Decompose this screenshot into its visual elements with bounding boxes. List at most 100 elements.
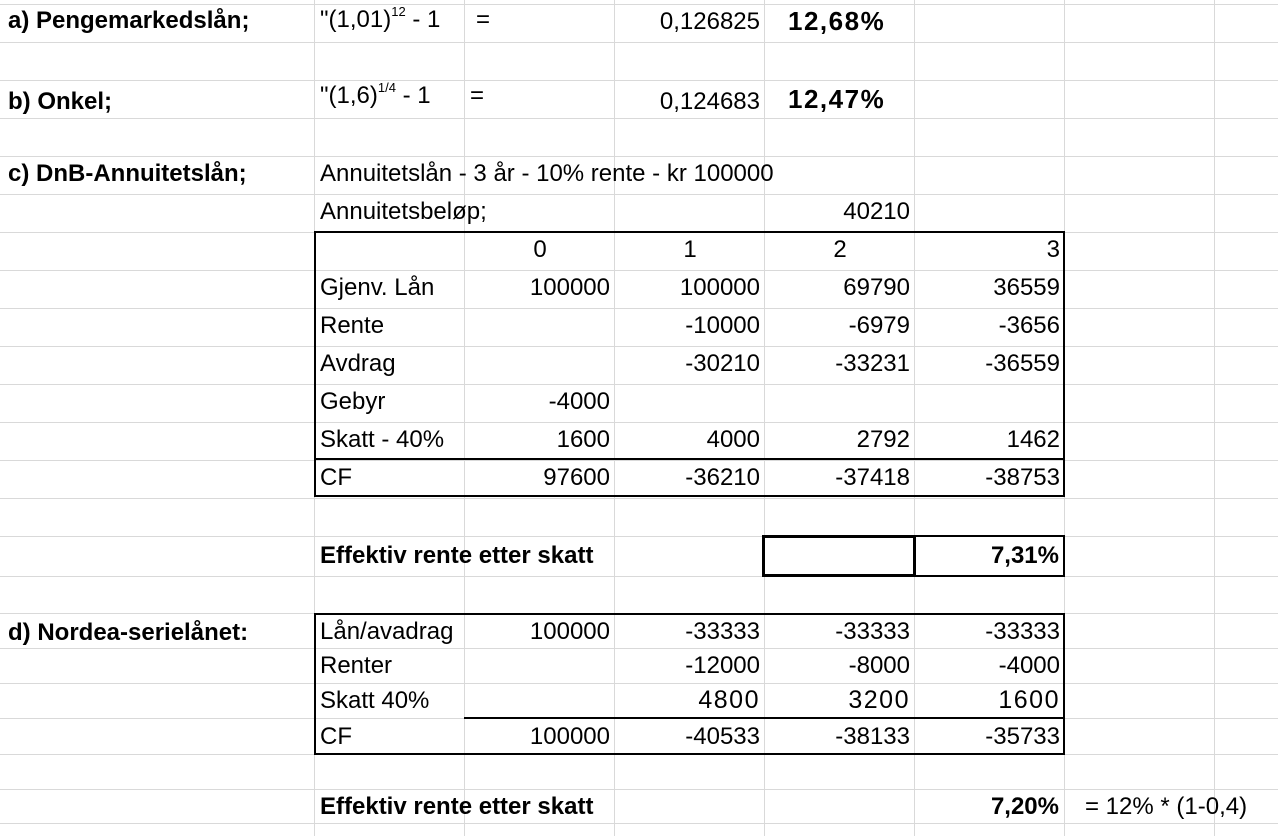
table-border	[314, 613, 1065, 615]
gridline	[0, 4, 1278, 5]
table-cell[interactable]: -38753	[985, 464, 1060, 491]
table-cell[interactable]: -12000	[685, 652, 760, 679]
table-cell[interactable]: -8000	[848, 652, 910, 679]
section-a-formula[interactable]: "(1,01)12 - 1	[320, 5, 440, 32]
effective-rate-d-label[interactable]: Effektiv rente etter skatt	[320, 793, 594, 820]
table-cell[interactable]: -35733	[985, 723, 1060, 750]
effective-rate-c-value[interactable]: 7,31%	[990, 542, 1059, 569]
section-a-percent[interactable]: 12,68%	[788, 6, 886, 36]
table-cell[interactable]: -33231	[835, 350, 910, 377]
gridline	[0, 194, 1278, 195]
table-cell[interactable]: 100000	[529, 618, 610, 645]
row-label[interactable]: CF	[320, 723, 352, 750]
gridline	[0, 270, 1278, 271]
section-d-label[interactable]: d) Nordea-serielånet:	[8, 619, 249, 646]
annuity-value[interactable]: 40210	[843, 198, 910, 225]
table-border	[464, 717, 1065, 719]
effective-rate-c-label[interactable]: Effektiv rente etter skatt	[320, 542, 594, 569]
section-b-equals[interactable]: =	[470, 82, 485, 109]
gridline	[0, 823, 1278, 824]
gridline	[914, 0, 915, 836]
table-cell[interactable]: -10000	[685, 312, 760, 339]
table-border	[314, 231, 1065, 233]
gridline	[0, 683, 1278, 684]
table-cell[interactable]: -36210	[685, 464, 760, 491]
table-cell[interactable]: -3656	[998, 312, 1060, 339]
table-cell[interactable]: -33333	[835, 618, 910, 645]
table-cell[interactable]: -4000	[548, 388, 610, 415]
cell-border	[1063, 535, 1065, 577]
gridline	[0, 536, 1278, 537]
gridline	[0, 648, 1278, 649]
section-c-description[interactable]: Annuitetslån - 3 år - 10% rente - kr 100…	[320, 160, 774, 187]
gridline	[0, 498, 1278, 499]
table-border	[314, 231, 316, 497]
section-a-value[interactable]: 0,126825	[659, 8, 760, 35]
table-cell[interactable]: 100000	[679, 274, 760, 301]
table-border	[1063, 613, 1065, 755]
section-a-equals[interactable]: =	[476, 6, 491, 33]
table-cell[interactable]: -6979	[848, 312, 910, 339]
effective-rate-d-note[interactable]: = 12% * (1-0,4)	[1085, 793, 1248, 820]
table-cell[interactable]: -33333	[685, 618, 760, 645]
table-border	[314, 458, 1065, 460]
gridline	[0, 118, 1278, 119]
period-header[interactable]: 0	[533, 236, 547, 263]
period-header[interactable]: 3	[1046, 236, 1060, 263]
section-b-percent[interactable]: 12,47%	[788, 84, 886, 114]
row-label[interactable]: Skatt 40%	[320, 687, 430, 714]
table-cell[interactable]: 100000	[529, 274, 610, 301]
table-cell[interactable]: 4000	[706, 426, 760, 453]
table-cell[interactable]: -40533	[685, 723, 760, 750]
section-c-label[interactable]: c) DnB-Annuitetslån;	[8, 160, 247, 187]
table-cell[interactable]: 97600	[543, 464, 610, 491]
selected-cell[interactable]	[762, 535, 916, 577]
table-cell[interactable]: -36559	[985, 350, 1060, 377]
gridline	[764, 0, 765, 836]
formula-exponent: 1/4	[377, 80, 396, 95]
gridline	[0, 308, 1278, 309]
row-label[interactable]: Gjenv. Lån	[320, 274, 435, 301]
table-cell[interactable]: 69790	[843, 274, 910, 301]
table-border	[314, 613, 316, 755]
period-header[interactable]: 1	[683, 236, 697, 263]
table-cell[interactable]: -37418	[835, 464, 910, 491]
row-label[interactable]: CF	[320, 464, 352, 491]
table-cell[interactable]: 4800	[698, 686, 760, 714]
gridline	[0, 80, 1278, 81]
row-label[interactable]: Avdrag	[320, 350, 396, 377]
table-cell[interactable]: 1600	[556, 426, 610, 453]
row-label[interactable]: Skatt - 40%	[320, 426, 445, 453]
table-cell[interactable]: 1600	[998, 686, 1060, 714]
table-cell[interactable]: 1462	[1006, 426, 1060, 453]
gridline	[0, 789, 1278, 790]
section-a-label[interactable]: a) Pengemarkedslån;	[8, 7, 250, 34]
row-label[interactable]: Renter	[320, 652, 393, 679]
table-cell[interactable]: -33333	[985, 618, 1060, 645]
gridline	[0, 346, 1278, 347]
section-b-formula[interactable]: "(1,6)1/4 - 1	[320, 81, 431, 109]
formula-base: "(1,6)	[320, 82, 378, 109]
cell-border	[914, 575, 1065, 577]
section-b-label[interactable]: b) Onkel;	[8, 88, 113, 115]
formula-exponent: 12	[391, 4, 406, 19]
section-b-value[interactable]: 0,124683	[659, 88, 760, 115]
table-cell[interactable]: -38133	[835, 723, 910, 750]
formula-tail: - 1	[395, 82, 431, 109]
gridline	[0, 422, 1278, 423]
table-cell[interactable]: -30210	[685, 350, 760, 377]
table-cell[interactable]: 36559	[993, 274, 1060, 301]
annuity-label[interactable]: Annuitetsbeløp;	[320, 198, 487, 225]
table-cell[interactable]: -4000	[998, 652, 1060, 679]
table-cell[interactable]: 2792	[856, 426, 910, 453]
row-label[interactable]: Rente	[320, 312, 385, 339]
table-cell[interactable]: 100000	[529, 723, 610, 750]
gridline	[0, 42, 1278, 43]
row-label[interactable]: Lån/avadrag	[320, 618, 454, 645]
effective-rate-d-value[interactable]: 7,20%	[990, 793, 1059, 820]
table-cell[interactable]: 3200	[848, 686, 910, 714]
row-label[interactable]: Gebyr	[320, 388, 386, 415]
period-header[interactable]: 2	[833, 236, 847, 263]
cell-border	[914, 535, 1065, 537]
